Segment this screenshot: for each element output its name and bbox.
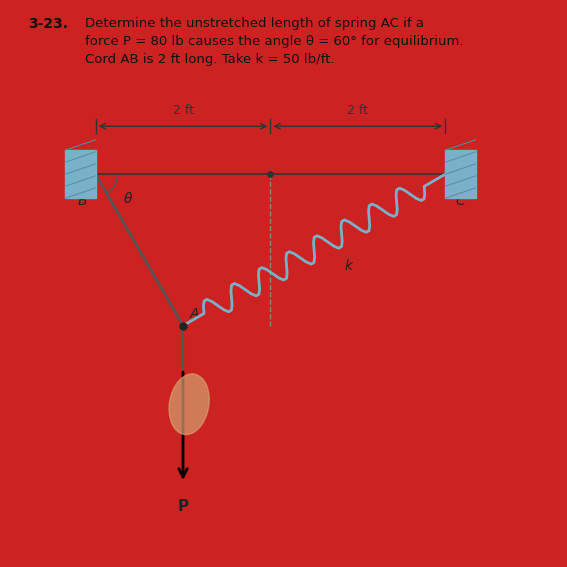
Text: C: C (456, 193, 466, 208)
Text: B: B (78, 193, 87, 208)
Text: 2 ft: 2 ft (347, 104, 369, 117)
Text: 3-23.: 3-23. (28, 17, 69, 31)
Text: P: P (177, 498, 189, 514)
Text: k: k (345, 259, 353, 273)
Text: Determine the unstretched length of spring AC if a
force P = 80 lb causes the an: Determine the unstretched length of spri… (85, 17, 464, 66)
Text: θ: θ (124, 192, 132, 206)
Bar (65, 150, 96, 198)
Text: 2 ft: 2 ft (172, 104, 193, 117)
Text: A: A (190, 307, 200, 321)
Bar (445, 150, 476, 198)
Ellipse shape (169, 374, 209, 434)
